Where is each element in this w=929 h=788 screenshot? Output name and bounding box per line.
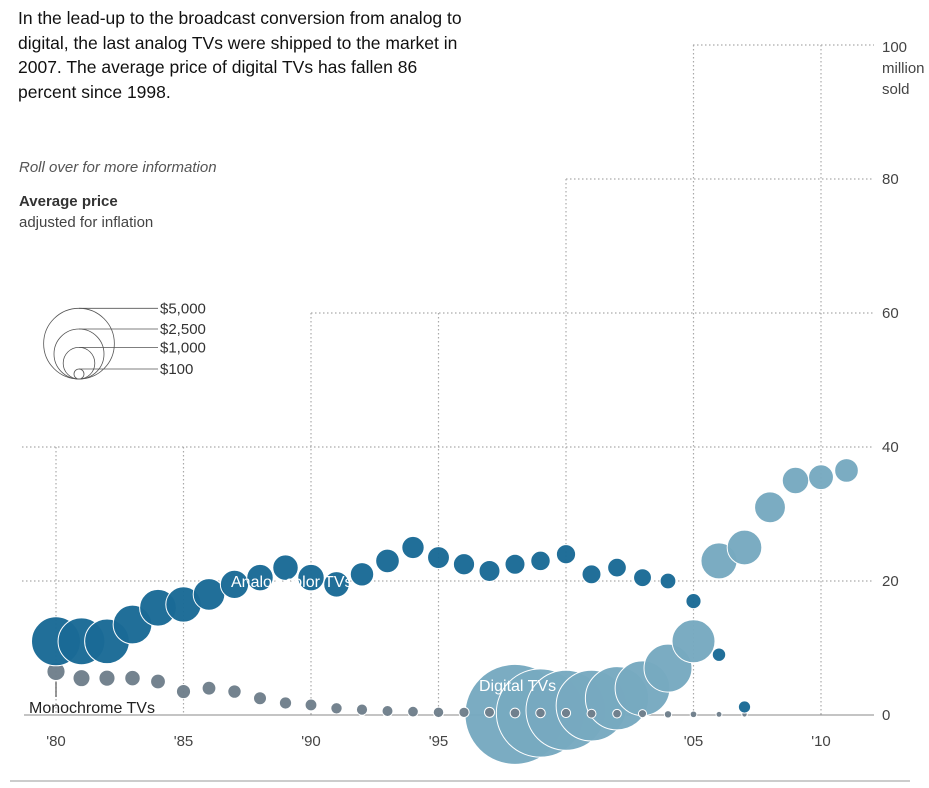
mono-bubble[interactable] xyxy=(689,710,698,719)
mono-bubble[interactable] xyxy=(150,673,166,690)
mono-bubble[interactable] xyxy=(330,702,343,715)
analog-bubble[interactable] xyxy=(711,647,727,662)
analog-bubble[interactable] xyxy=(737,700,752,714)
legend-subtitle: adjusted for inflation xyxy=(19,214,154,231)
y-axis-top-label: 100 xyxy=(882,39,907,56)
analog-bubble[interactable] xyxy=(530,550,551,572)
analog-bubble[interactable] xyxy=(452,553,476,576)
mono-bubble[interactable] xyxy=(278,696,293,710)
analog-bubble[interactable] xyxy=(659,572,677,590)
x-tick-label: '05 xyxy=(684,733,704,750)
mono-bubble[interactable] xyxy=(201,680,217,696)
digital-bubble[interactable] xyxy=(726,529,763,566)
grid-lines xyxy=(10,44,910,782)
x-tick-label: '90 xyxy=(301,733,321,750)
digital-bubble[interactable] xyxy=(754,491,786,524)
analog-bubble[interactable] xyxy=(504,553,526,575)
mono-bubble[interactable] xyxy=(509,707,521,719)
analog-bubble[interactable] xyxy=(607,557,627,578)
series-labels: Analog color TVs Monochrome TVs Digital TV… xyxy=(29,574,556,717)
analog-bubble[interactable] xyxy=(685,593,702,610)
mono-bubble[interactable] xyxy=(715,710,723,718)
legend-circle xyxy=(62,346,96,380)
mono-bubble[interactable] xyxy=(304,698,318,712)
x-tick-label: '10 xyxy=(811,733,831,750)
analog-bubble[interactable] xyxy=(375,548,400,574)
mono-bubble[interactable] xyxy=(432,706,445,719)
analog-bubble[interactable] xyxy=(349,562,375,587)
legend-label: $100 xyxy=(160,361,193,378)
mono-bubble[interactable] xyxy=(124,669,141,687)
mono-bubble[interactable] xyxy=(252,691,268,706)
analog-bubble[interactable] xyxy=(246,563,274,592)
legend-circle xyxy=(73,368,85,380)
analog-bubble[interactable] xyxy=(401,535,425,560)
mono-bubble[interactable] xyxy=(407,705,419,718)
y-tick-label: 60 xyxy=(882,305,899,322)
analog-bubble[interactable] xyxy=(633,568,652,588)
mono-bubble[interactable] xyxy=(637,709,648,719)
y-tick-label: 80 xyxy=(882,171,899,188)
mono-bubble[interactable] xyxy=(381,705,394,717)
legend-title: Average price xyxy=(19,193,118,210)
x-tick-label: '95 xyxy=(429,733,449,750)
mono-bubble[interactable] xyxy=(227,684,242,699)
mono-bubble[interactable] xyxy=(663,710,673,719)
mono-bubble[interactable] xyxy=(484,706,495,718)
mono-bubble[interactable] xyxy=(458,706,470,718)
analog-bubble[interactable] xyxy=(581,564,602,585)
mono-bubble[interactable] xyxy=(535,707,546,719)
digital-bubble[interactable] xyxy=(834,458,859,483)
bubbles-layer[interactable] xyxy=(31,458,859,765)
legend-label: $2,500 xyxy=(160,321,206,338)
mono-bubble[interactable] xyxy=(355,703,369,716)
x-tick-label: '85 xyxy=(174,733,194,750)
analog-bubble[interactable] xyxy=(427,546,450,570)
y-tick-label: 0 xyxy=(882,707,890,724)
rollover-hint: Roll over for more information xyxy=(19,159,217,176)
y-axis-top-label: sold xyxy=(882,81,910,98)
legend-label: $5,000 xyxy=(160,300,206,317)
intro-text: In the lead-up to the broadcast conversi… xyxy=(18,8,462,102)
y-tick-label: 20 xyxy=(882,573,899,590)
y-axis-top-label: million xyxy=(882,60,925,77)
mono-bubble[interactable] xyxy=(612,708,622,719)
mono-bubble[interactable] xyxy=(98,669,116,687)
mono-series-label: Monochrome TVs xyxy=(29,700,155,717)
analog-bubble[interactable] xyxy=(478,559,501,582)
analog-bubble[interactable] xyxy=(555,544,577,565)
digital-series-label: Digital TVs xyxy=(479,678,556,695)
mono-bubble[interactable] xyxy=(586,708,597,719)
mono-bubble[interactable] xyxy=(560,707,572,719)
analog-series-label: Analog color TVs xyxy=(231,574,353,591)
analog-bubble[interactable] xyxy=(297,563,325,592)
price-size-legend: $5,000 $2,500$1,000 $100 xyxy=(43,300,206,380)
digital-bubble[interactable] xyxy=(671,619,716,664)
analog-bubble[interactable] xyxy=(323,571,350,598)
mono-bubble[interactable] xyxy=(72,669,91,688)
digital-bubble[interactable] xyxy=(808,464,834,491)
legend-circle xyxy=(53,328,105,380)
digital-bubble[interactable] xyxy=(781,466,810,495)
mono-bubble[interactable] xyxy=(175,683,192,700)
legend-circle xyxy=(43,307,115,380)
x-tick-label: '80 xyxy=(46,733,66,750)
axis-ticks: 0 20 40 60 80 100 million sold '80 '85 '90 '95 '05 '1… xyxy=(46,39,924,750)
legend-label: $1,000 xyxy=(160,339,206,356)
analog-bubble[interactable] xyxy=(272,554,299,581)
y-tick-label: 40 xyxy=(882,439,899,456)
